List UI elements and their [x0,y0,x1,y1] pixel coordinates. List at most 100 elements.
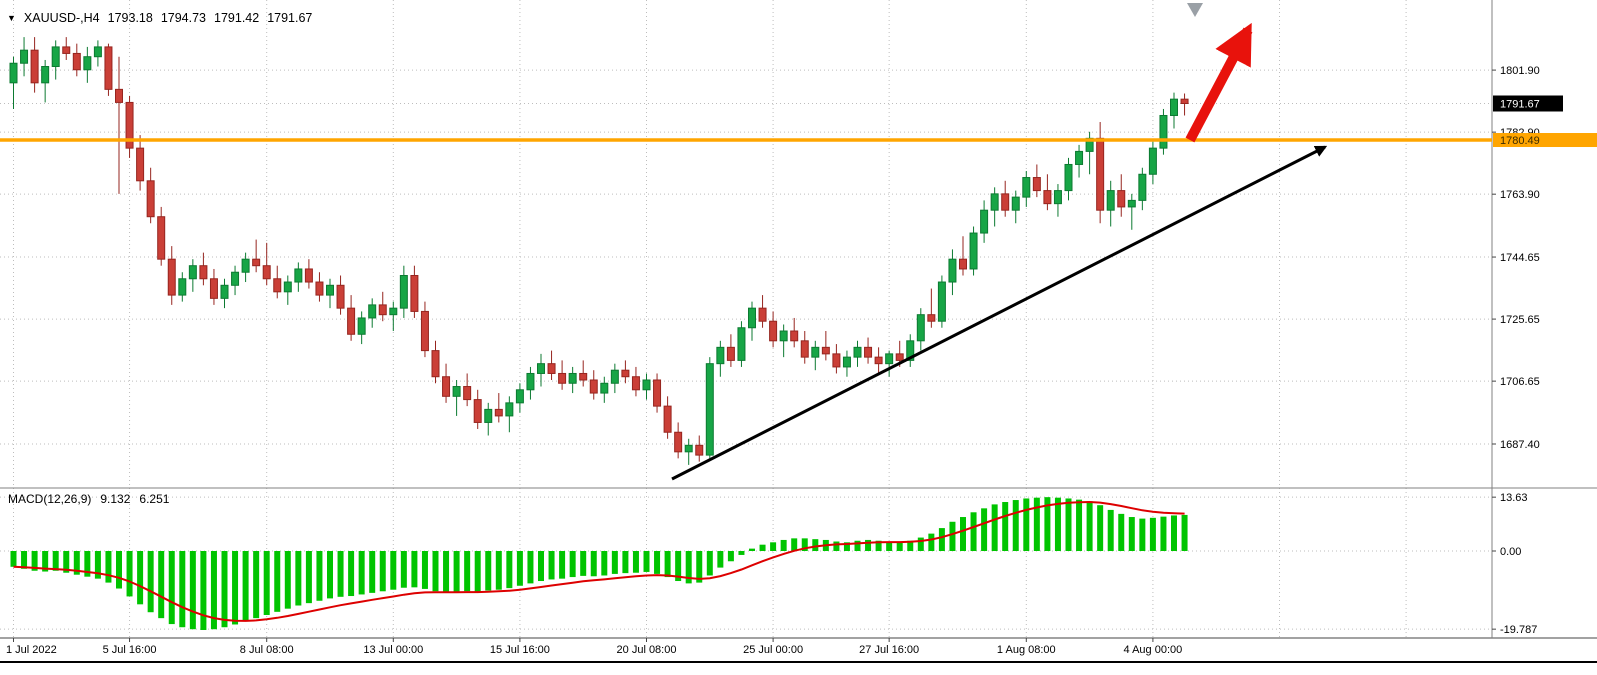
trend-arrow[interactable] [671,145,1328,481]
candle-body [695,444,704,456]
chart-header: ▼ XAUUSD-,H4 1793.18 1794.73 1791.42 179… [7,11,312,25]
candle-body [463,386,472,401]
candle-body [1106,190,1115,211]
macd-histogram-bar [991,504,998,551]
candle-body [927,314,936,322]
macd-histogram-bar [274,551,281,612]
hline-price-label: 1780.49 [1500,135,1540,147]
candle-body [157,216,166,260]
candle-body [1001,193,1010,211]
macd-histogram-bar [759,544,766,551]
candle-body [252,258,261,267]
time-tick-label: 13 Jul 00:00 [363,644,423,656]
macd-histogram-bar [875,540,882,551]
current-price-label: 1791.67 [1500,99,1540,111]
candle-body [41,66,50,84]
macd-histogram-bar [886,541,893,551]
time-tick-label: 25 Jul 00:00 [743,644,803,656]
time-tick-label: 27 Jul 16:00 [859,644,919,656]
macd-histogram-bar [485,551,492,591]
macd-histogram-bar [970,512,977,551]
candle-body [199,265,208,280]
candle-body [537,363,545,374]
candle-body [684,444,693,453]
candle-body [906,340,915,361]
candle-body [547,363,556,374]
macd-histogram-bar [696,551,703,583]
candle-body [1170,98,1178,116]
macd-histogram-bar [305,551,312,604]
macd-histogram-bar [812,539,819,551]
macd-histogram-bar [400,551,407,588]
macd-histogram-bar [664,551,671,578]
macd-histogram-bar [1171,515,1177,551]
macd-histogram-bar [1139,518,1146,551]
macd-histogram-bar [981,508,988,551]
candle-body [1138,173,1147,201]
hline-price-tag [1493,133,1597,148]
candle-body [473,399,482,423]
candle-body [20,49,29,64]
macd-histogram-bar [316,551,323,601]
red-arrow[interactable] [1185,22,1253,143]
macd-histogram-bar [749,548,755,551]
candle-body [431,350,440,378]
ohlc-open: 1793.18 [107,11,153,25]
macd-histogram-bar [559,551,566,579]
macd-histogram-bar [1086,501,1093,551]
candle-body [885,353,894,365]
candle-body [959,258,967,270]
window-bottom-edge [0,661,1597,663]
collapse-icon[interactable]: ▼ [7,12,16,23]
candle-body [526,372,535,391]
macd-histogram-bar [263,551,270,615]
candle-body [621,369,630,378]
candle-body [1022,177,1031,198]
macd-histogram-bar [232,551,239,625]
macd-histogram-bar [1128,517,1135,551]
macd-histogram-bar [242,551,249,622]
candle-body [442,376,451,397]
current-price-tag [1493,95,1563,112]
macd-histogram-bar [1023,498,1030,551]
macd-tick-label: 0.00 [1500,546,1521,558]
macd-histogram-bar [31,551,38,571]
candle-body [726,346,735,361]
time-tick-label: 1 Jul 2022 [6,644,57,656]
macd-name: MACD(12,26,9) [8,492,92,506]
macd-histogram-bar [158,551,165,619]
macd-histogram-bar [654,551,661,574]
macd-histogram-bar [569,551,576,578]
macd-histogram-bar [189,551,196,630]
macd-histogram-bar [907,540,914,551]
candle-body [262,265,271,280]
candle-body [642,379,651,391]
macd-histogram-bar [538,551,544,582]
macd-histogram-bar [685,551,692,584]
macd-histogram-bar [928,533,935,551]
candle-body [62,46,71,54]
macd-histogram-bar [717,551,724,568]
macd-histogram-bar [1002,502,1009,551]
candle-body [800,340,809,358]
candle-body [1064,163,1073,192]
macd-histogram-bar [938,528,945,551]
candle-body [452,386,461,397]
macd-histogram-bar [42,551,49,572]
candle-body [304,268,313,283]
macd-histogram-bar [801,538,808,551]
macd-histogram-bar [738,551,745,555]
candle-body [9,62,18,84]
macd-histogram-bar [527,551,534,584]
macd-histogram-bar [221,551,228,628]
macd-histogram-bar [21,551,28,569]
ohlc-close: 1791.67 [267,11,313,25]
gray-arrow-marker[interactable] [1187,3,1203,17]
macd-histogram-bar [432,551,439,592]
macd-histogram-bar [601,551,608,576]
macd-histogram-bar [506,551,513,589]
time-tick-label: 15 Jul 16:00 [490,644,550,656]
macd-tick-label: 13.63 [1500,492,1528,504]
